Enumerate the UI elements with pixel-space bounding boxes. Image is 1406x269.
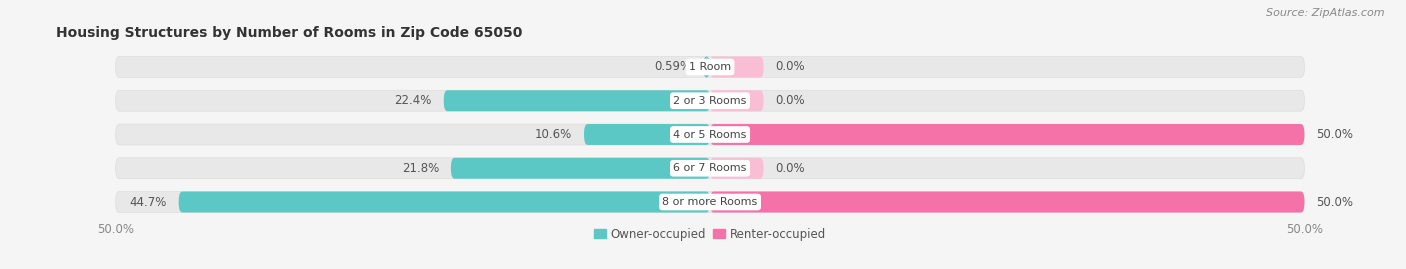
Text: Housing Structures by Number of Rooms in Zip Code 65050: Housing Structures by Number of Rooms in… (56, 26, 523, 40)
Text: 1 Room: 1 Room (689, 62, 731, 72)
FancyBboxPatch shape (703, 56, 710, 77)
FancyBboxPatch shape (710, 158, 763, 179)
FancyBboxPatch shape (115, 124, 1305, 145)
FancyBboxPatch shape (115, 192, 1305, 213)
FancyBboxPatch shape (444, 90, 710, 111)
Text: 0.59%: 0.59% (654, 61, 692, 73)
Text: 8 or more Rooms: 8 or more Rooms (662, 197, 758, 207)
FancyBboxPatch shape (710, 90, 763, 111)
FancyBboxPatch shape (710, 124, 1305, 145)
Text: 4 or 5 Rooms: 4 or 5 Rooms (673, 129, 747, 140)
Text: 10.6%: 10.6% (534, 128, 572, 141)
Text: 50.0%: 50.0% (1316, 128, 1353, 141)
Text: 2 or 3 Rooms: 2 or 3 Rooms (673, 96, 747, 106)
FancyBboxPatch shape (710, 56, 763, 77)
Text: 21.8%: 21.8% (402, 162, 439, 175)
Text: 0.0%: 0.0% (776, 61, 806, 73)
Text: 44.7%: 44.7% (129, 196, 167, 208)
FancyBboxPatch shape (115, 158, 1305, 179)
FancyBboxPatch shape (115, 90, 1305, 111)
Text: 0.0%: 0.0% (776, 94, 806, 107)
Text: Source: ZipAtlas.com: Source: ZipAtlas.com (1267, 8, 1385, 18)
FancyBboxPatch shape (115, 56, 1305, 77)
Text: 50.0%: 50.0% (1316, 196, 1353, 208)
Text: 0.0%: 0.0% (776, 162, 806, 175)
Text: 22.4%: 22.4% (395, 94, 432, 107)
Legend: Owner-occupied, Renter-occupied: Owner-occupied, Renter-occupied (589, 223, 831, 246)
FancyBboxPatch shape (583, 124, 710, 145)
Text: 6 or 7 Rooms: 6 or 7 Rooms (673, 163, 747, 173)
FancyBboxPatch shape (179, 192, 710, 213)
FancyBboxPatch shape (710, 192, 1305, 213)
FancyBboxPatch shape (451, 158, 710, 179)
